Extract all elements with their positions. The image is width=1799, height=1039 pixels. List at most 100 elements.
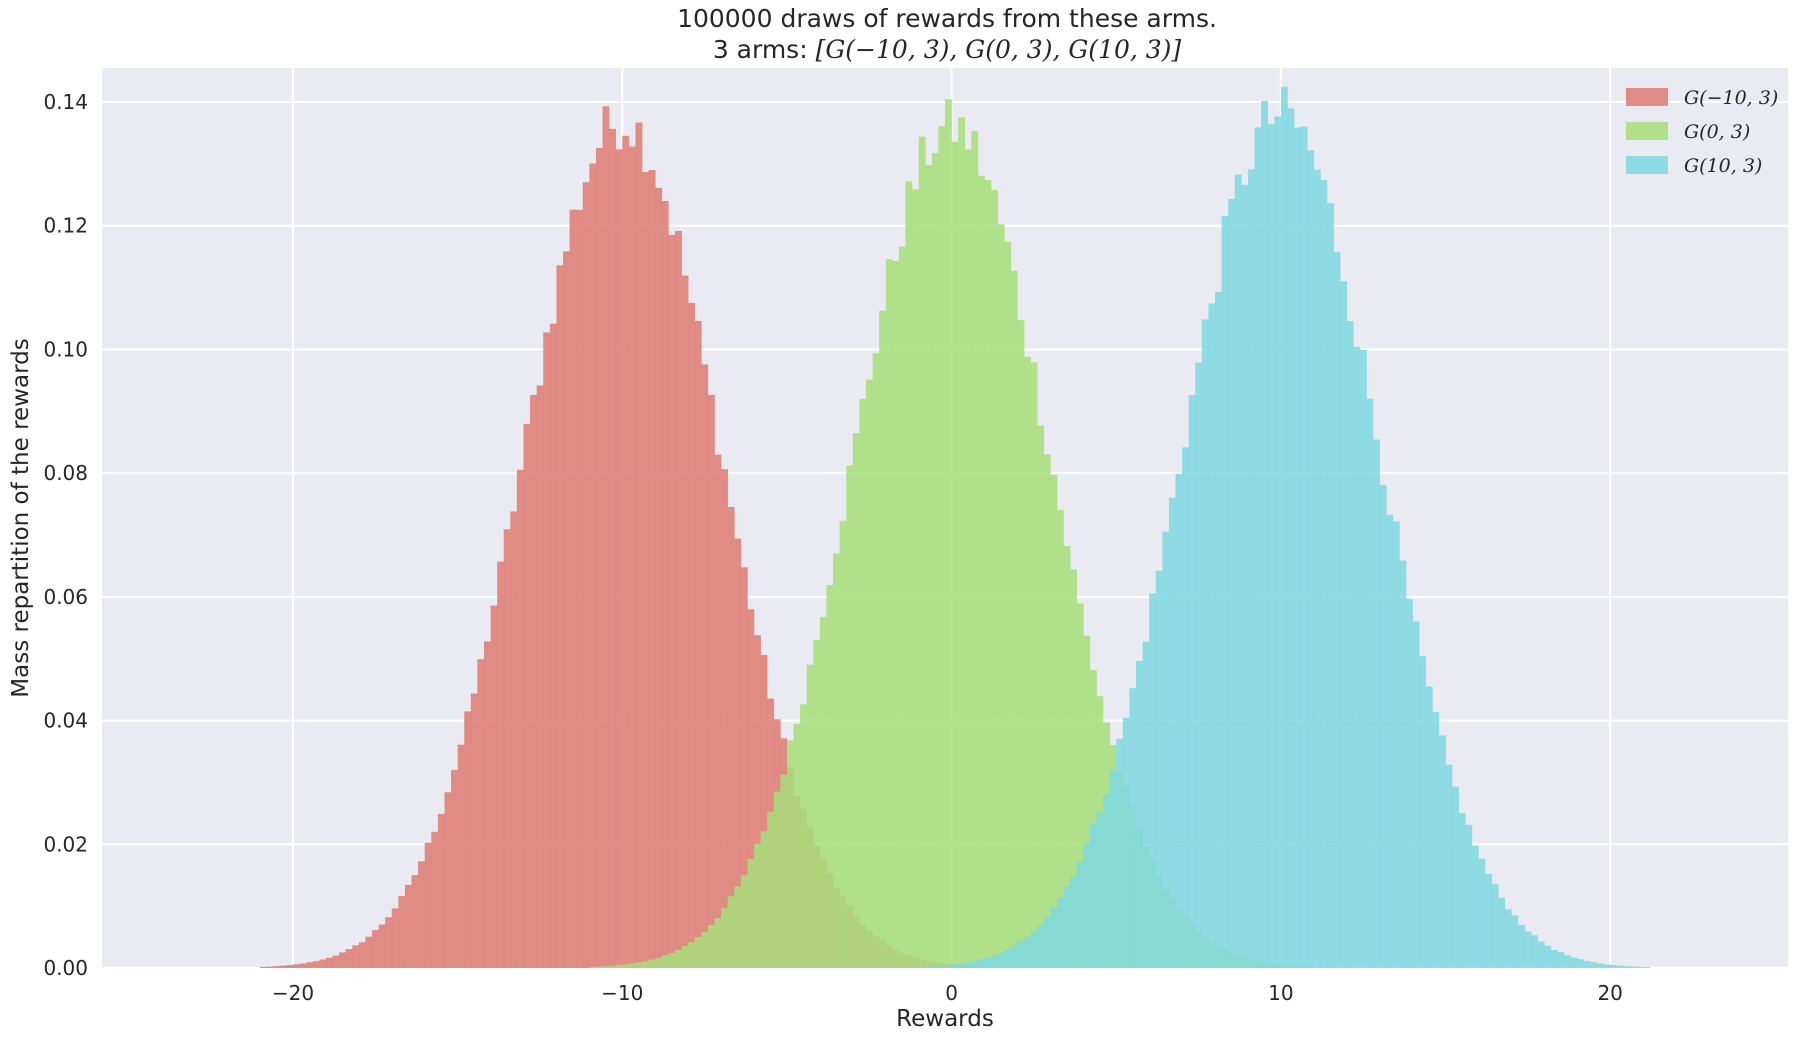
histogram-bar bbox=[339, 952, 346, 968]
histogram-bar bbox=[918, 966, 926, 968]
histogram-bar bbox=[622, 135, 630, 968]
histogram-bar bbox=[1241, 184, 1249, 968]
histogram-bar bbox=[306, 962, 314, 968]
histogram-bar bbox=[1056, 897, 1064, 968]
y-tick-label: 0.10 bbox=[43, 337, 88, 361]
histogram-bar bbox=[609, 965, 617, 968]
histogram-bar bbox=[1326, 203, 1334, 969]
histogram-bar bbox=[1089, 823, 1097, 968]
histogram-bar bbox=[721, 908, 728, 968]
histogram-bar bbox=[958, 117, 966, 969]
histogram-bar bbox=[852, 433, 860, 968]
histogram-bar bbox=[1623, 966, 1631, 968]
histogram-bar bbox=[1267, 124, 1275, 968]
histogram-bar bbox=[1056, 509, 1064, 968]
histogram-bar bbox=[1142, 641, 1150, 968]
histogram-bar bbox=[938, 126, 946, 968]
histogram-bar bbox=[964, 962, 972, 968]
y-tick-label: 0.14 bbox=[43, 90, 88, 114]
histogram-bar bbox=[589, 163, 597, 968]
histogram-bar bbox=[1254, 127, 1262, 969]
histogram-bar bbox=[1478, 858, 1486, 968]
histogram-bar bbox=[279, 965, 287, 968]
histogram-bar bbox=[569, 209, 577, 968]
histogram-bar bbox=[1010, 270, 1018, 968]
histogram-bar bbox=[1261, 100, 1269, 968]
chart-title-prefix: 3 arms: bbox=[713, 35, 816, 64]
histogram-bar bbox=[773, 791, 781, 968]
histogram-bar bbox=[1208, 303, 1216, 969]
histogram-bar bbox=[292, 964, 300, 968]
histogram-bar bbox=[1274, 116, 1282, 968]
histogram-bar bbox=[1083, 635, 1091, 968]
histogram-bar bbox=[1149, 593, 1157, 968]
histogram-bar bbox=[1445, 764, 1453, 968]
histogram-bar bbox=[1544, 945, 1552, 968]
histogram-bar bbox=[411, 875, 419, 968]
histogram-bar bbox=[451, 769, 458, 968]
histogram-bar bbox=[885, 259, 893, 968]
histogram-bar bbox=[1320, 179, 1328, 968]
histogram-bar bbox=[661, 200, 669, 968]
histogram-bar bbox=[727, 506, 735, 968]
histogram-bar bbox=[1517, 924, 1525, 968]
histogram-bar bbox=[892, 260, 900, 968]
histogram-bar bbox=[490, 605, 498, 968]
histogram-bar bbox=[1109, 770, 1117, 968]
histogram-bar bbox=[674, 230, 682, 968]
histogram-bar bbox=[760, 654, 768, 968]
histogram-bar bbox=[1359, 349, 1367, 968]
histogram-bar bbox=[352, 945, 360, 968]
histogram-bar bbox=[931, 966, 939, 968]
histogram-bar bbox=[872, 353, 880, 968]
histogram-bar bbox=[1004, 948, 1012, 968]
histogram-bar bbox=[523, 424, 531, 968]
histogram-bar bbox=[681, 945, 689, 968]
histogram-bar bbox=[437, 813, 445, 968]
histogram-bar bbox=[1135, 660, 1143, 968]
histogram-bar bbox=[609, 128, 617, 968]
histogram-bar bbox=[833, 553, 840, 968]
histogram-bar bbox=[707, 394, 715, 968]
histogram-bar bbox=[404, 884, 412, 968]
histogram-bar bbox=[1583, 960, 1591, 968]
chart-title-line2: 3 arms: [G(−10, 3), G(0, 3), G(10, 3)] bbox=[713, 35, 1182, 64]
histogram-bar bbox=[1050, 474, 1058, 968]
histogram-bar bbox=[1340, 281, 1348, 968]
histogram-bar bbox=[767, 811, 775, 968]
histogram-bar bbox=[1287, 108, 1295, 969]
y-tick-label: 0.12 bbox=[43, 214, 88, 238]
histogram-bar bbox=[1122, 717, 1130, 968]
legend-label: G(10, 3) bbox=[1684, 155, 1762, 177]
histogram-bar bbox=[1307, 150, 1315, 968]
histogram-bar bbox=[964, 149, 972, 968]
histogram-bar bbox=[1076, 861, 1084, 968]
histogram-bar bbox=[1412, 621, 1420, 968]
histogram-bar bbox=[260, 966, 267, 968]
histogram-bar bbox=[1017, 940, 1025, 968]
histogram-bar bbox=[1043, 917, 1051, 968]
histogram-bar bbox=[879, 310, 887, 968]
histogram-bar bbox=[1485, 873, 1492, 968]
histogram-bar bbox=[1030, 362, 1038, 969]
x-tick-label: 10 bbox=[1268, 981, 1293, 1005]
histogram-bar bbox=[997, 952, 1005, 968]
histogram-bar bbox=[694, 320, 702, 969]
histogram-bar bbox=[1333, 251, 1341, 968]
y-tick-label: 0.04 bbox=[43, 709, 88, 733]
histogram-bar bbox=[516, 469, 524, 968]
histogram-bar bbox=[1610, 965, 1618, 968]
x-axis-label: Rewards bbox=[896, 1006, 994, 1032]
histogram-bar bbox=[1096, 812, 1104, 968]
x-tick-labels: −20 −10 0 10 20 bbox=[272, 981, 1623, 1005]
histogram-bar bbox=[951, 964, 959, 968]
histogram-bar bbox=[622, 964, 630, 968]
histogram-bar bbox=[648, 959, 656, 968]
histogram-bar bbox=[734, 886, 742, 968]
histogram-bar bbox=[635, 962, 643, 968]
histogram-bar bbox=[470, 693, 478, 968]
chart-title-line1: 100000 draws of rewards from these arms. bbox=[677, 4, 1217, 33]
histogram-bar bbox=[800, 704, 807, 968]
histogram-bar bbox=[912, 189, 919, 968]
